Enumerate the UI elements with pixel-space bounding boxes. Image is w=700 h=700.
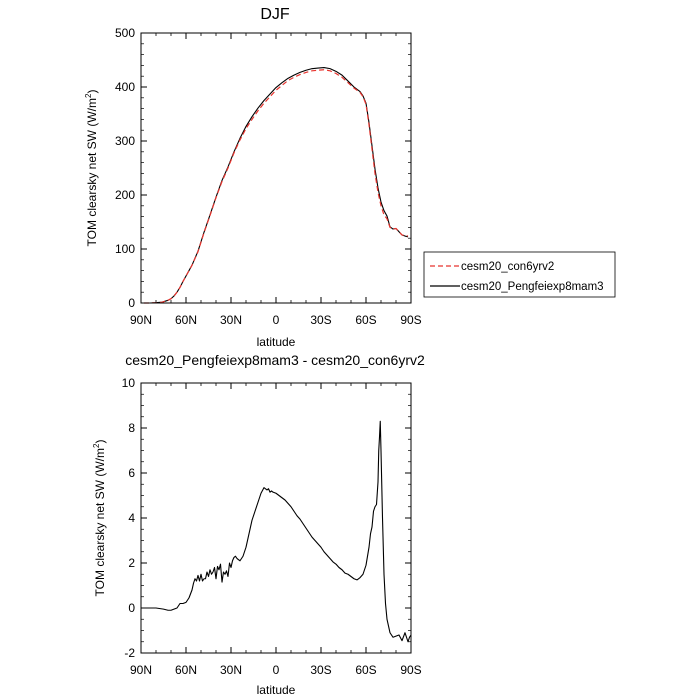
chart-1-axes: 90N 60N 30N 0 30S 60S 90S 0 100 200 300 400 500 bbox=[115, 26, 422, 327]
chart-2-ytick-label: 0 bbox=[128, 601, 135, 615]
chart-2-ytick-label: -2 bbox=[124, 646, 135, 660]
chart-1-ytick-label: 300 bbox=[115, 134, 135, 148]
chart-1-ylabel: TOM clearsky net SW (W/m2) bbox=[84, 90, 99, 247]
chart-2-ylabel-sup: 2 bbox=[92, 443, 101, 448]
chart-1-plot bbox=[144, 67, 409, 304]
chart-2-xtick-label: 90S bbox=[400, 663, 421, 677]
chart-2-ytick-label: 8 bbox=[128, 421, 135, 435]
chart-1-xtick-label: 30N bbox=[220, 313, 242, 327]
legend-box bbox=[423, 251, 616, 298]
chart-1-ytick-label: 400 bbox=[115, 80, 135, 94]
chart-1-ytick-label: 0 bbox=[128, 296, 135, 310]
chart-2-axes: 90N 60N 30N 0 30S 60S 90S -2 0 2 4 6 8 10 bbox=[122, 376, 422, 677]
chart-1-xtick-label: 90N bbox=[130, 313, 152, 327]
chart-1-series-cesm20-pengfeiexp8mam3 bbox=[144, 67, 409, 304]
chart-2-ytick-label: 10 bbox=[122, 376, 136, 390]
chart-2-series-difference bbox=[141, 420, 412, 643]
chart-2-xtick-label: 30S bbox=[310, 663, 331, 677]
legend-label-con6yrv2: cesm20_con6yrv2 bbox=[461, 261, 554, 273]
chart-1-ylabel-sup: 2 bbox=[84, 93, 93, 98]
chart-1-frame bbox=[140, 32, 412, 304]
chart-2-xtick-label: 90N bbox=[130, 663, 152, 677]
chart-1-xtick-label: 0 bbox=[273, 313, 280, 327]
chart-2-ylabel: TOM clearsky net SW (W/m2) bbox=[92, 440, 107, 597]
chart-2-xtick-label: 0 bbox=[273, 663, 280, 677]
chart-1-xtick-label: 90S bbox=[400, 313, 421, 327]
chart-2-frame bbox=[140, 382, 412, 654]
chart-1-series-cesm20-con6yrv2 bbox=[144, 69, 409, 304]
chart-2-xtick-label: 60N bbox=[175, 663, 197, 677]
chart-2-ylabel-close: ) bbox=[93, 440, 107, 444]
chart-1-xtick-label: 60N bbox=[175, 313, 197, 327]
chart-1-xtick-label: 30S bbox=[310, 313, 331, 327]
legend-label-pengfeiexp8mam3: cesm20_Pengfeiexp8mam3 bbox=[461, 281, 604, 293]
chart-2-ytick-label: 4 bbox=[128, 511, 135, 525]
chart-2-ytick-label: 6 bbox=[128, 466, 135, 480]
chart-1-ylabel-close: ) bbox=[85, 90, 99, 94]
chart-2-title: cesm20_Pengfeiexp8mam3 - cesm20_con6yrv2 bbox=[125, 352, 425, 368]
chart-2-ylabel-main: TOM clearsky net SW (W/m bbox=[93, 448, 107, 596]
chart-1-ytick-label: 500 bbox=[115, 26, 135, 40]
chart-2-xlabel: latitude bbox=[257, 683, 296, 697]
chart-2-ytick-label: 2 bbox=[128, 556, 135, 570]
chart-1-ytick-label: 100 bbox=[115, 242, 135, 256]
chart-2-plot bbox=[141, 420, 412, 643]
chart-1-xtick-label: 60S bbox=[355, 313, 376, 327]
chart-2-xtick-label: 30N bbox=[220, 663, 242, 677]
chart-1-title: DJF bbox=[260, 6, 290, 23]
chart-1-ylabel-main: TOM clearsky net SW (W/m bbox=[85, 98, 99, 246]
chart-1-xlabel: latitude bbox=[257, 335, 296, 349]
chart-1-legend: cesm20_con6yrv2 cesm20_Pengfeiexp8mam3 bbox=[423, 251, 616, 298]
chart-2-xtick-label: 60S bbox=[355, 663, 376, 677]
chart-1-ytick-label: 200 bbox=[115, 188, 135, 202]
